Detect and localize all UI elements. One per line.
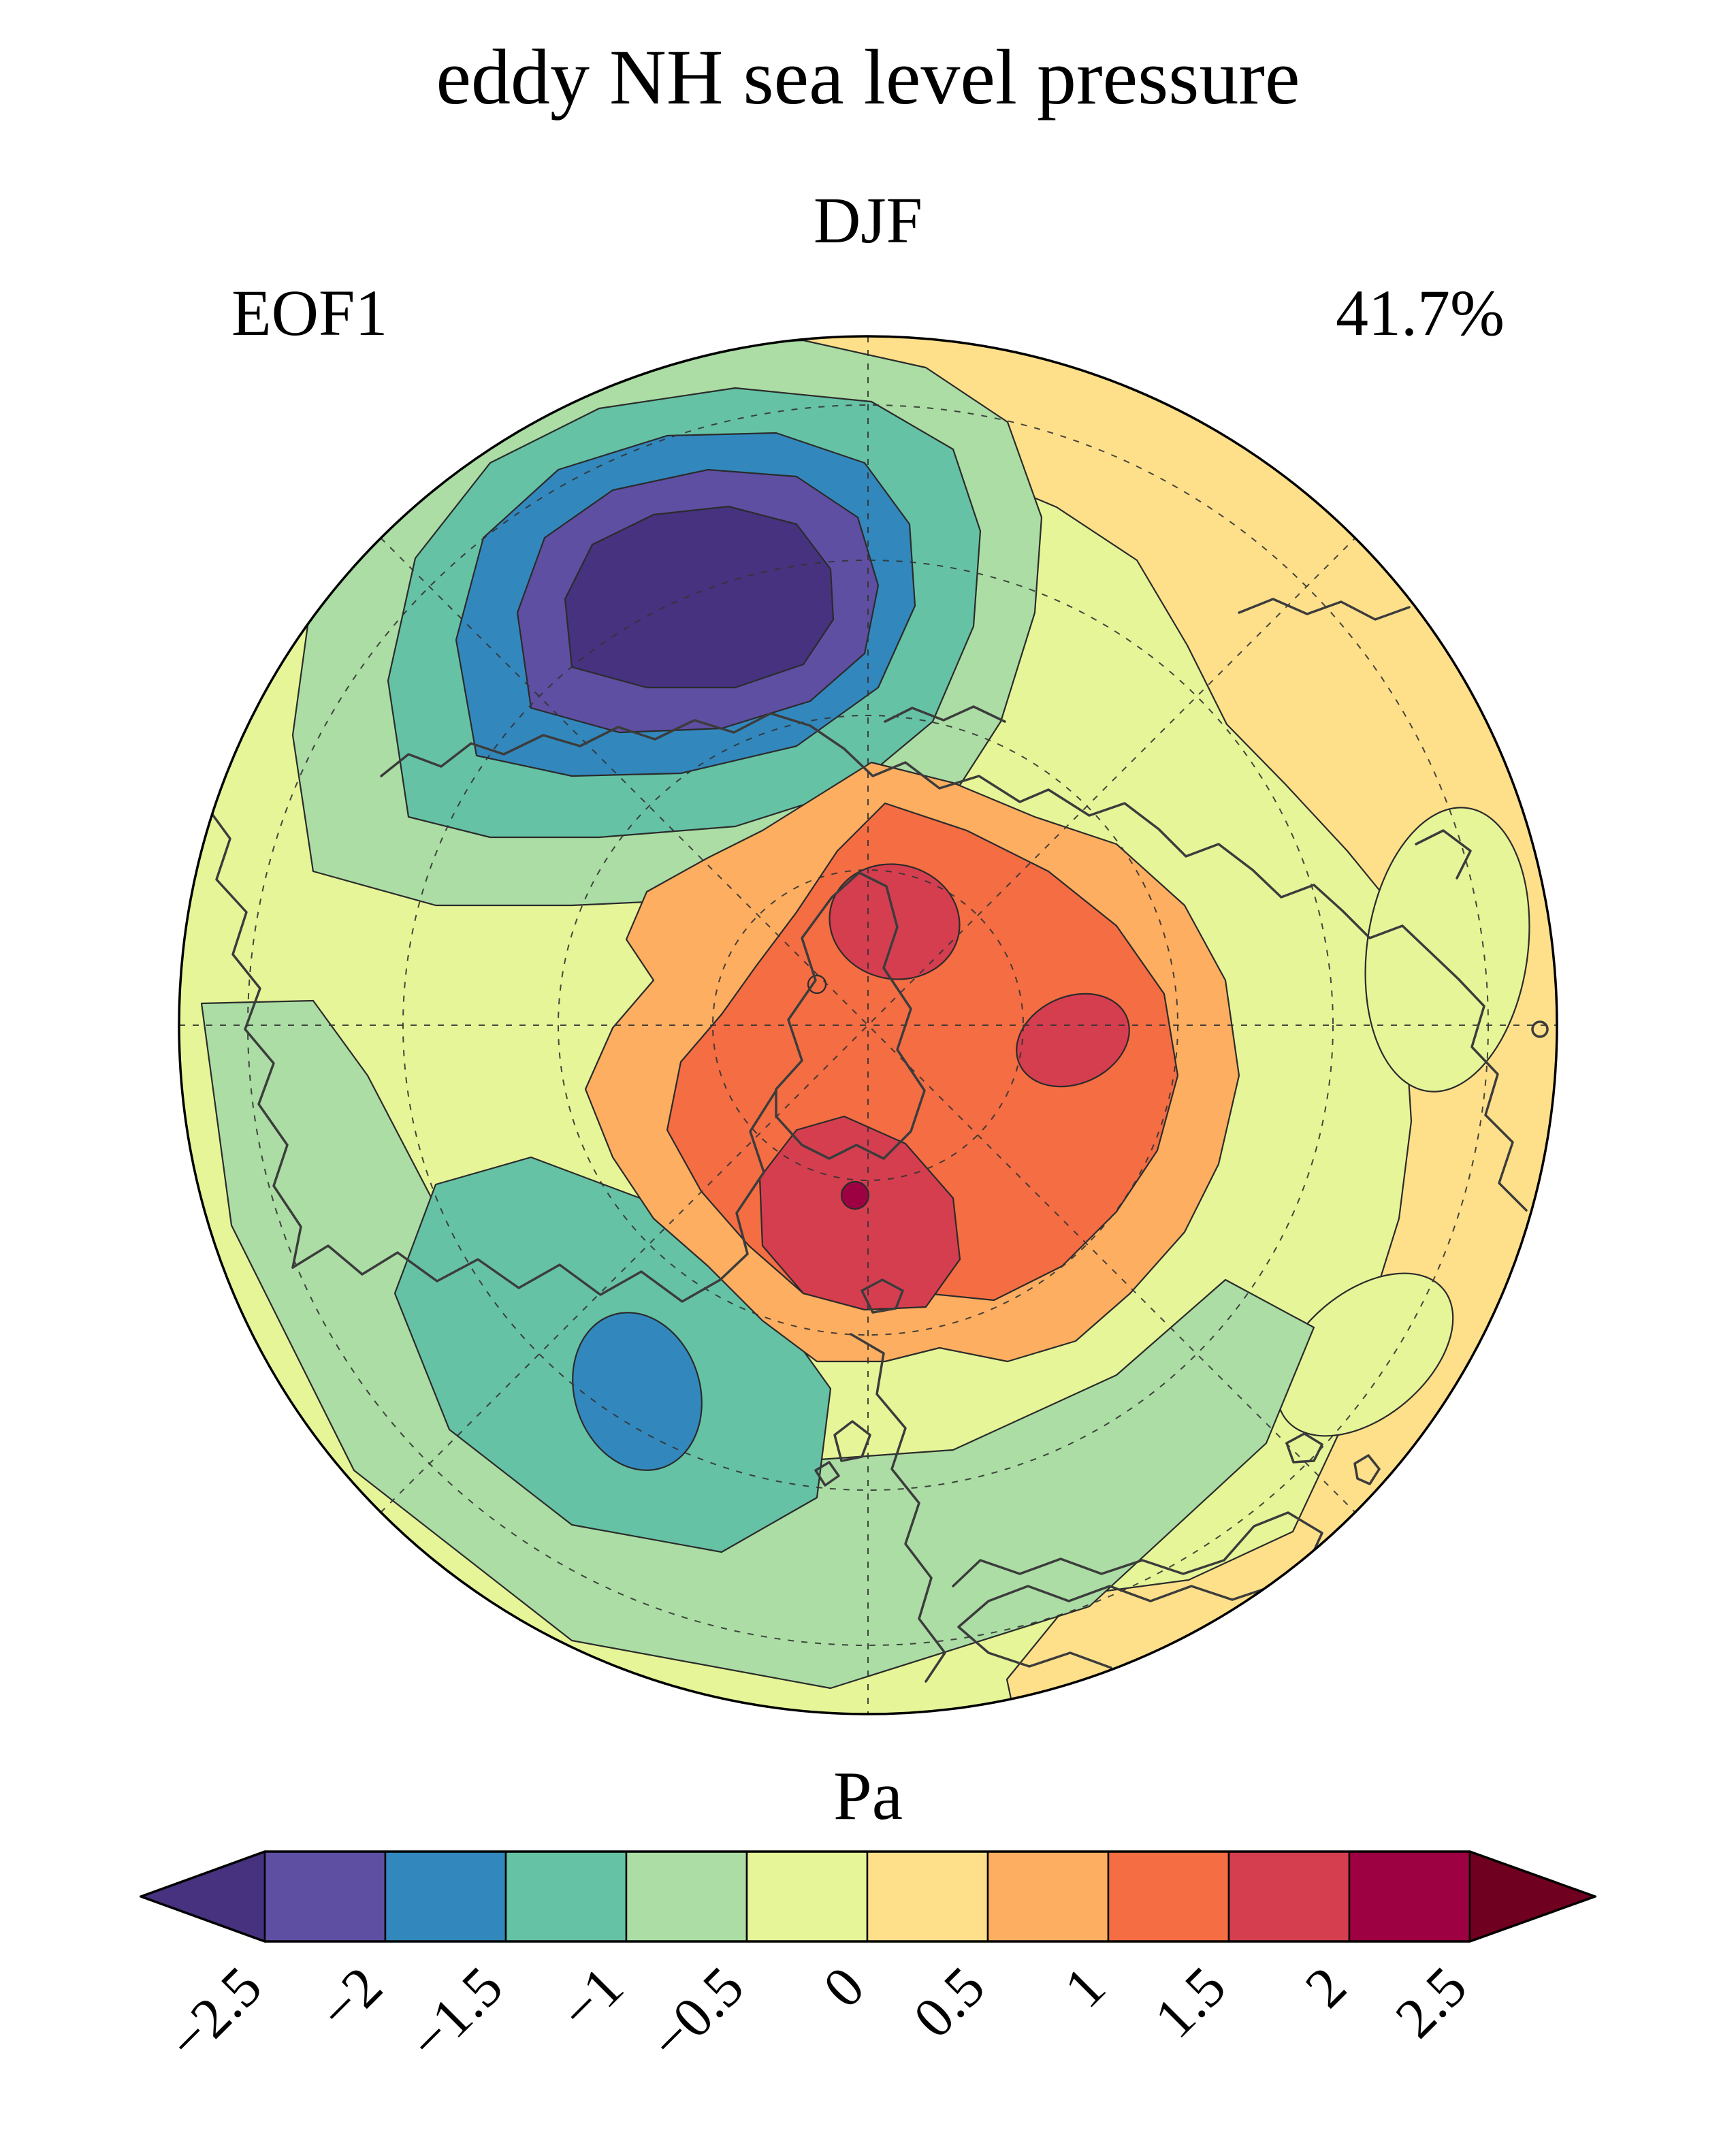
colorbar-tick: 1.5 — [1142, 1955, 1238, 2050]
contour-band-atlantic-blue — [572, 1312, 703, 1471]
colorbar: −2.5 −2 −1.5 −1 −0.5 0 0.5 1 1.5 2 2.5 — [140, 1850, 1596, 2073]
coastline-greenland — [775, 871, 926, 1160]
colorbar-units-label: Pa — [833, 1758, 903, 1835]
coastline-east-asia — [1415, 829, 1472, 880]
colorbar-outline — [140, 1850, 1596, 1943]
contour-band-atlantic-green — [200, 999, 1315, 1690]
contour-band-arctic-red-b — [1016, 993, 1130, 1088]
contour-island-east — [1364, 807, 1530, 1093]
colorbar-tick: −1 — [547, 1955, 635, 2043]
meridian-line — [380, 537, 1356, 1513]
coastline-small-island-east — [1531, 1020, 1549, 1038]
coastline-black-sea — [1285, 1432, 1323, 1464]
contour-band-arctic-red-c — [758, 1115, 961, 1311]
colorbar-band — [384, 1850, 507, 1943]
colorbar-tick-labels: −2.5 −2 −1.5 −1 −0.5 0 0.5 1 1.5 2 2.5 — [156, 1955, 1479, 2073]
colorbar-tick: 2.5 — [1383, 1955, 1479, 2050]
colorbar-band — [625, 1850, 748, 1943]
coastline-north-america-arctic — [291, 1089, 777, 1303]
coastline-eurasia-arctic — [843, 747, 1528, 1212]
coastline-iceland — [861, 1278, 904, 1314]
map-clip-group — [179, 336, 1557, 1714]
colorbar-tick: −0.5 — [638, 1955, 756, 2073]
meridian-line — [380, 537, 1356, 1513]
colorbar-tick: −2.5 — [156, 1955, 274, 2073]
colorbar-under-arrow — [140, 1850, 266, 1943]
season-label: DJF — [813, 184, 923, 257]
coastline-ireland — [814, 1461, 840, 1487]
contour-band-arctic-crimson-core — [840, 1180, 870, 1210]
contour-band-pacific-core — [564, 505, 835, 689]
colorbar-tick: −2 — [306, 1955, 394, 2043]
colorbar-band — [986, 1850, 1110, 1943]
colorbar-tick: −1.5 — [397, 1955, 515, 2073]
variance-explained-label: 41.7% — [1336, 276, 1505, 349]
colorbar-band — [1107, 1850, 1230, 1943]
coastline-scandinavia — [850, 1333, 946, 1683]
contour-band-arctic-red-a — [829, 863, 961, 980]
colorbar-tick: 1 — [1052, 1955, 1117, 2020]
colorbar-band — [1348, 1850, 1471, 1943]
coastline-britain — [833, 1420, 871, 1462]
colorbar-over-arrow — [1468, 1850, 1596, 1943]
colorbar-band — [1227, 1850, 1351, 1943]
coastline-top-right-fragment — [1238, 598, 1411, 621]
coastline-north-america-west — [203, 802, 302, 1269]
contour-island-southeast — [1276, 1272, 1454, 1437]
colorbar-band — [504, 1850, 628, 1943]
colorbar-bands — [140, 1850, 1596, 1943]
coastline-siberian-islands — [884, 705, 1006, 723]
colorbar-band — [745, 1850, 869, 1943]
coastline-caspian-sea — [1353, 1454, 1381, 1485]
coastline-alaska-chukotka — [380, 712, 846, 777]
figure-title: eddy NH sea level pressure — [436, 34, 1300, 121]
colorbar-tick: 0.5 — [901, 1955, 997, 2050]
colorbar-band — [263, 1850, 387, 1943]
eof-mode-label: EOF1 — [231, 276, 388, 349]
colorbar-tick: 0 — [811, 1955, 876, 2020]
colorbar-tick: 2 — [1293, 1955, 1358, 2020]
colorbar-band — [866, 1850, 989, 1943]
contour-ring-minor — [807, 974, 827, 995]
map-boundary-circle — [178, 335, 1558, 1715]
